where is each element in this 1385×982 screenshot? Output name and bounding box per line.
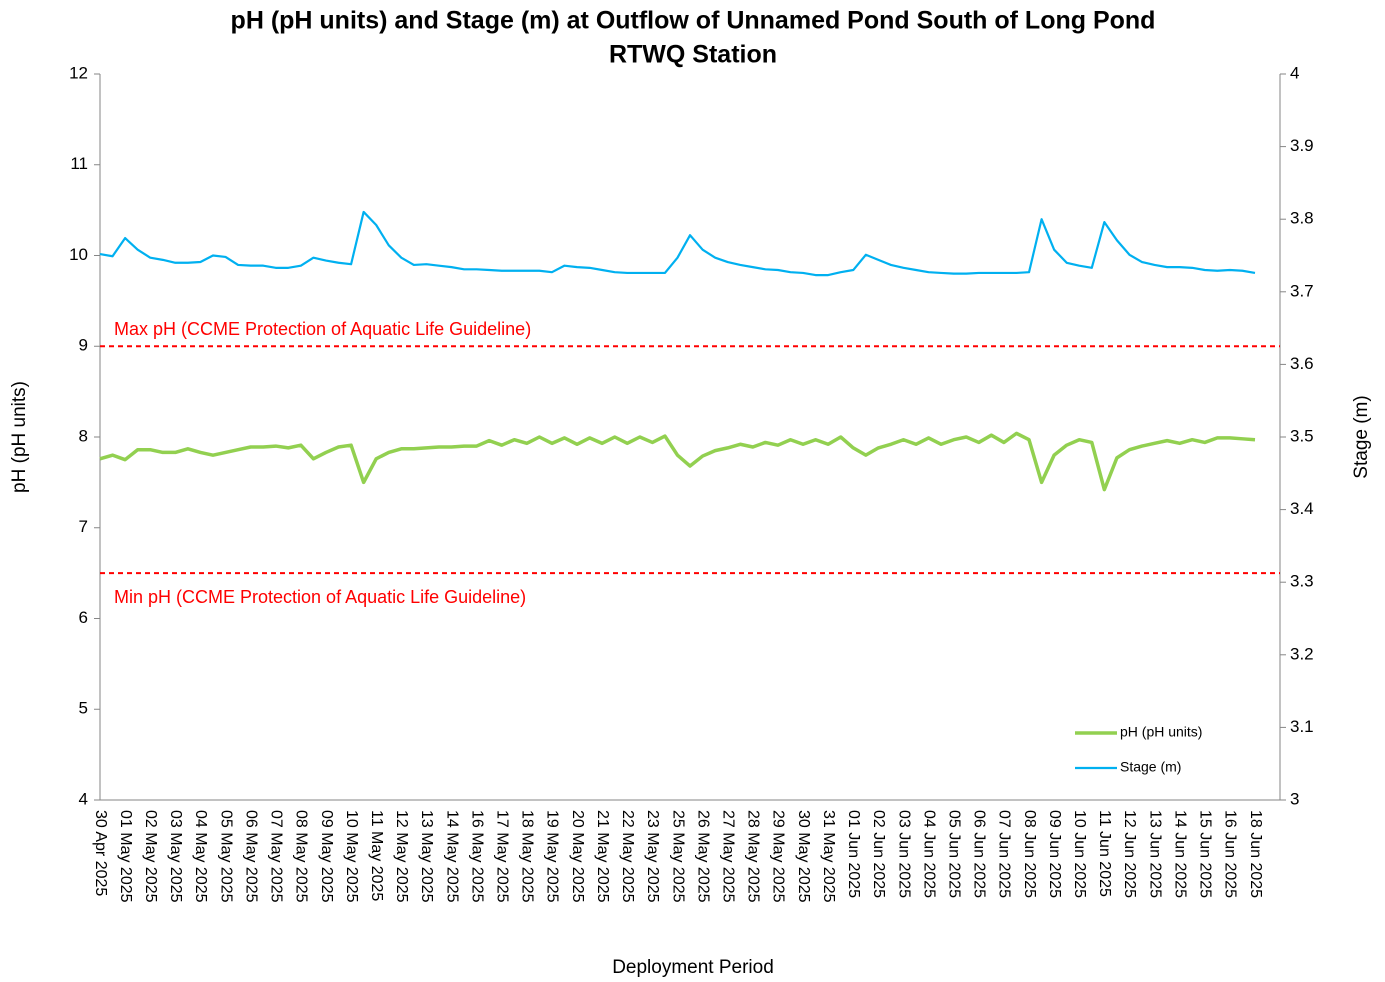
x-tick-label: 05 Jun 2025 xyxy=(945,810,962,898)
x-tick-label: 06 Jun 2025 xyxy=(971,810,988,898)
x-tick-label: 14 May 2025 xyxy=(443,810,460,903)
x-tick-label: 01 Jun 2025 xyxy=(845,810,862,898)
x-tick-label: 03 May 2025 xyxy=(167,810,184,903)
x-tick-label: 21 May 2025 xyxy=(594,810,611,903)
x-tick-label: 12 May 2025 xyxy=(393,810,410,903)
x-tick-label: 10 Jun 2025 xyxy=(1071,810,1088,898)
x-tick-label: 18 May 2025 xyxy=(519,810,536,903)
y-axis-title: pH (pH units) xyxy=(9,381,30,493)
y2-tick-label: 3 xyxy=(1290,789,1299,808)
y-tick-label: 9 xyxy=(79,336,88,355)
y2-tick-label: 3.9 xyxy=(1290,136,1314,155)
x-tick-label: 09 May 2025 xyxy=(318,810,335,903)
legend-label: pH (pH units) xyxy=(1120,724,1202,740)
x-tick-label: 12 Jun 2025 xyxy=(1121,810,1138,898)
x-tick-label: 02 Jun 2025 xyxy=(870,810,887,898)
x-tick-label: 20 May 2025 xyxy=(569,810,586,903)
x-tick-label: 16 Jun 2025 xyxy=(1222,810,1239,898)
y2-tick-label: 3.2 xyxy=(1290,644,1314,663)
y2-tick-label: 3.7 xyxy=(1290,281,1314,300)
x-tick-label: 27 May 2025 xyxy=(719,810,736,903)
series-line xyxy=(99,431,1256,492)
y-tick-label: 11 xyxy=(70,154,88,173)
y-tick-label: 7 xyxy=(79,517,88,536)
x-tick-label: 11 Jun 2025 xyxy=(1096,810,1113,897)
x-tick-label: 05 May 2025 xyxy=(217,810,234,903)
y2-tick-label: 3.1 xyxy=(1290,717,1314,736)
y-tick-label: 5 xyxy=(79,699,88,718)
x-tick-label: 30 May 2025 xyxy=(795,810,812,903)
x-tick-label: 29 May 2025 xyxy=(770,810,787,903)
y2-tick-label: 3.6 xyxy=(1290,354,1314,373)
y2-tick-label: 4 xyxy=(1290,63,1299,82)
y2-tick-label: 3.8 xyxy=(1290,209,1314,228)
y2-tick-label: 3.4 xyxy=(1290,499,1314,518)
y2-tick-label: 3.3 xyxy=(1290,572,1314,591)
y-tick-label: 10 xyxy=(69,245,88,264)
legend-label: Stage (m) xyxy=(1120,759,1181,775)
x-tick-label: 08 Jun 2025 xyxy=(1021,810,1038,898)
y-tick-label: 8 xyxy=(79,426,88,445)
x-tick-label: 09 Jun 2025 xyxy=(1046,810,1063,898)
chart-title: RTWQ Station xyxy=(609,41,777,69)
chart-title: pH (pH units) and Stage (m) at Outflow o… xyxy=(231,7,1156,35)
x-tick-label: 03 Jun 2025 xyxy=(895,810,912,898)
x-tick-label: 10 May 2025 xyxy=(343,810,360,903)
x-tick-label: 28 May 2025 xyxy=(745,810,762,903)
x-tick-label: 23 May 2025 xyxy=(644,810,661,903)
x-tick-label: 14 Jun 2025 xyxy=(1171,810,1188,898)
x-tick-label: 19 May 2025 xyxy=(544,810,561,903)
x-tick-label: 30 Apr 2025 xyxy=(92,810,109,896)
x-tick-label: 11 May 2025 xyxy=(368,810,385,901)
x-tick-label: 22 May 2025 xyxy=(619,810,636,903)
x-tick-label: 17 May 2025 xyxy=(494,810,511,903)
x-tick-label: 16 May 2025 xyxy=(468,810,485,903)
x-tick-label: 26 May 2025 xyxy=(694,810,711,903)
x-tick-label: 08 May 2025 xyxy=(293,810,310,903)
x-tick-label: 01 May 2025 xyxy=(117,810,134,903)
x-tick-label: 02 May 2025 xyxy=(142,810,159,903)
x-tick-label: 15 Jun 2025 xyxy=(1197,810,1214,898)
x-tick-label: 13 May 2025 xyxy=(418,810,435,903)
y2-tick-label: 3.5 xyxy=(1290,426,1314,445)
x-tick-label: 06 May 2025 xyxy=(242,810,259,903)
x-tick-label: 13 Jun 2025 xyxy=(1146,810,1163,898)
x-tick-label: 04 May 2025 xyxy=(192,810,209,903)
x-axis-title: Deployment Period xyxy=(612,957,774,978)
threshold-label: Max pH (CCME Protection of Aquatic Life … xyxy=(114,319,531,339)
x-tick-label: 31 May 2025 xyxy=(820,810,837,903)
x-tick-label: 04 Jun 2025 xyxy=(920,810,937,898)
x-tick-label: 18 Jun 2025 xyxy=(1247,810,1264,898)
y-tick-label: 4 xyxy=(79,789,88,808)
x-tick-label: 25 May 2025 xyxy=(669,810,686,903)
y-tick-label: 12 xyxy=(69,63,88,82)
x-tick-label: 07 Jun 2025 xyxy=(996,810,1013,898)
series-line xyxy=(99,210,1256,277)
x-tick-label: 07 May 2025 xyxy=(268,810,285,903)
y-tick-label: 6 xyxy=(79,608,88,627)
threshold-label: Min pH (CCME Protection of Aquatic Life … xyxy=(114,587,526,607)
y2-axis-title: Stage (m) xyxy=(1351,395,1372,478)
